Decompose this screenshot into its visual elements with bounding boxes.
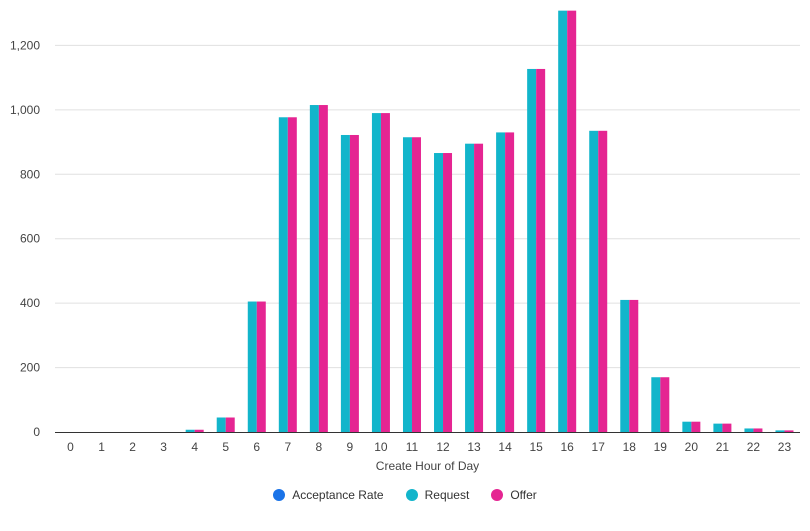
bar-request — [278, 117, 288, 432]
bar-offer — [443, 153, 453, 433]
bar-request — [713, 423, 723, 432]
bar-request — [371, 113, 381, 432]
bar-request — [496, 132, 506, 432]
bar-request — [465, 143, 475, 433]
bar-request — [651, 377, 661, 432]
x-tick-label: 9 — [347, 440, 354, 454]
x-tick-label: 2 — [129, 440, 136, 454]
y-tick-label: 0 — [33, 425, 40, 439]
bar-offer — [629, 299, 639, 432]
x-tick-label: 0 — [67, 440, 74, 454]
bar-offer — [287, 117, 297, 432]
y-tick-label: 200 — [20, 361, 40, 375]
x-tick-label: 8 — [316, 440, 323, 454]
y-tick-label: 1,200 — [10, 38, 40, 52]
bar-request — [434, 153, 444, 433]
bar-offer — [318, 105, 328, 433]
x-tick-label: 6 — [253, 440, 260, 454]
bar-offer — [660, 377, 670, 432]
legend-item: Request — [405, 488, 470, 502]
x-tick-label: 12 — [436, 440, 450, 454]
bar-request — [402, 137, 412, 433]
x-axis-ticks: 0 1 2 3 4 5 6 7 8 9 10 11 12 13 14 15 16 17 18 19 20 21 22 23 — [67, 440, 791, 454]
y-axis-ticks: 0 200 400 600 800 1,000 1,200 — [10, 38, 40, 439]
bar-offer — [784, 430, 794, 432]
y-tick-label: 800 — [20, 167, 40, 181]
bars — [185, 10, 794, 433]
x-axis-title: Create Hour of Day — [376, 459, 479, 473]
x-tick-label: 11 — [406, 440, 419, 454]
bar-request — [185, 429, 195, 432]
bar-request — [682, 421, 692, 432]
bar-request — [558, 10, 568, 432]
bar-offer — [722, 423, 732, 432]
y-tick-label: 600 — [20, 232, 40, 246]
x-tick-label: 20 — [685, 440, 699, 454]
legend-label: Offer — [510, 488, 537, 502]
x-tick-label: 7 — [284, 440, 291, 454]
legend-item: Offer — [491, 488, 537, 502]
bar-offer — [256, 301, 266, 432]
bar-offer — [691, 421, 701, 432]
legend: Acceptance Rate Request Offer — [0, 488, 810, 502]
bar-offer — [349, 134, 359, 432]
bar-offer — [474, 143, 484, 433]
bar-offer — [411, 137, 421, 433]
y-tick-label: 400 — [20, 296, 40, 310]
bar-offer — [536, 68, 546, 432]
bar-offer — [567, 10, 577, 432]
legend-swatch — [405, 489, 418, 501]
x-tick-label: 4 — [191, 440, 198, 454]
x-tick-label: 23 — [778, 440, 792, 454]
legend-label: Acceptance Rate — [292, 488, 384, 502]
bar-offer — [505, 132, 515, 432]
bar-offer — [380, 113, 390, 432]
x-tick-label: 1 — [98, 440, 105, 454]
x-tick-label: 19 — [654, 440, 668, 454]
x-tick-label: 22 — [747, 440, 761, 454]
y-tick-label: 1,000 — [10, 103, 40, 117]
legend-swatch — [491, 489, 504, 501]
bar-offer — [598, 130, 608, 433]
bar-request — [247, 301, 257, 432]
gridlines — [55, 44, 800, 369]
bar-request — [589, 130, 599, 433]
x-tick-label: 3 — [160, 440, 167, 454]
bar-request — [309, 105, 319, 433]
bar-request — [775, 430, 785, 432]
legend-swatch — [273, 489, 286, 501]
bar-offer — [753, 428, 763, 432]
legend-label: Request — [424, 488, 470, 502]
bar-offer — [225, 417, 235, 432]
x-tick-label: 18 — [623, 440, 637, 454]
x-tick-label: 13 — [467, 440, 481, 454]
bar-request — [216, 417, 226, 432]
x-tick-label: 14 — [498, 440, 512, 454]
x-tick-label: 10 — [374, 440, 388, 454]
legend-item: Acceptance Rate — [273, 488, 384, 502]
x-tick-label: 16 — [561, 440, 575, 454]
bar-request — [340, 134, 350, 432]
x-tick-label: 21 — [716, 440, 730, 454]
bar-request — [527, 68, 537, 432]
bar-request — [744, 428, 754, 432]
bar-request — [620, 299, 630, 432]
bar-offer — [194, 429, 204, 432]
x-tick-label: 17 — [592, 440, 606, 454]
x-tick-label: 15 — [529, 440, 543, 454]
x-tick-label: 5 — [222, 440, 229, 454]
